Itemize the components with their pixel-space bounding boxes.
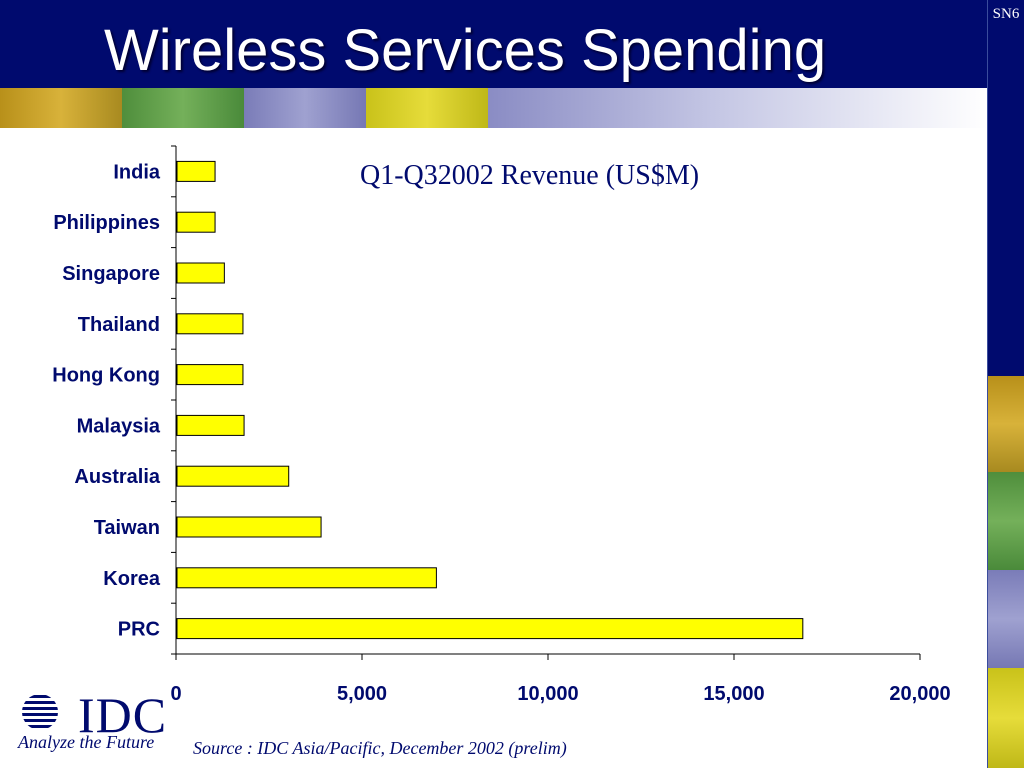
side-tile-yellow — [988, 668, 1024, 768]
category-label: Hong Kong — [52, 365, 160, 387]
slide-number: SN6 — [992, 6, 1020, 22]
slide-title: Wireless Services Spending — [104, 18, 827, 83]
bar-taiwan — [176, 516, 322, 538]
bar-chart: 0 5,000 10,000 15,000 20,000 India Philippines… — [52, 145, 951, 705]
stripe-tile-fade — [488, 88, 987, 128]
x-tick-label: 5,000 — [337, 683, 387, 705]
logo-tagline: Analyze the Future — [18, 732, 155, 752]
stripe-tile-lavender — [244, 88, 366, 128]
bar-malaysia — [176, 414, 245, 436]
side-tile-gold — [988, 376, 1024, 472]
stripe-tile-green — [122, 88, 244, 128]
side-strip — [987, 0, 1024, 768]
x-tick-label: 15,000 — [703, 683, 764, 705]
category-label: PRC — [118, 619, 160, 641]
bar-thailand — [176, 313, 244, 335]
category-label: Singapore — [62, 263, 160, 285]
category-label: Philippines — [53, 212, 160, 234]
category-label: Malaysia — [77, 415, 161, 437]
title-banner — [0, 0, 987, 88]
stripe-tile-yellow — [366, 88, 488, 128]
x-tick-label: 20,000 — [889, 683, 950, 705]
color-stripe — [0, 88, 987, 128]
side-tile-green — [988, 472, 1024, 570]
idc-logo: IDC Analyze the Future — [16, 690, 166, 756]
category-label: Australia — [74, 466, 160, 488]
bar-australia — [176, 465, 290, 487]
globe-icon — [22, 695, 58, 728]
category-label: Thailand — [78, 314, 160, 336]
chart-title: Q1-Q32002 Revenue (US$M) — [360, 160, 700, 191]
bar-singapore — [176, 262, 225, 284]
source-note: Source : IDC Asia/Pacific, December 2002… — [193, 738, 567, 758]
x-tick-label: 10,000 — [517, 683, 578, 705]
bar-prc — [176, 618, 804, 640]
bar-korea — [176, 567, 437, 589]
logo-wordmark: IDC — [78, 687, 168, 743]
category-label: Korea — [103, 568, 161, 590]
stripe-tile-gold — [0, 88, 122, 128]
bar-hong-kong — [176, 364, 244, 386]
category-label: India — [113, 161, 161, 183]
x-tick-label: 0 — [170, 683, 181, 705]
category-label: Taiwan — [94, 517, 160, 539]
bar-india — [176, 160, 216, 182]
side-tile-lavender — [988, 570, 1024, 668]
bar-philippines — [176, 211, 216, 233]
